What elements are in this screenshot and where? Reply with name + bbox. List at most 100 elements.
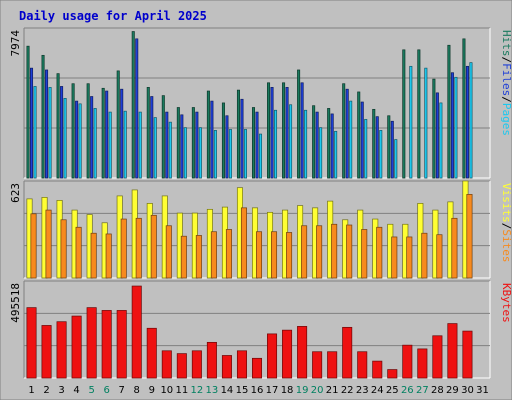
bar-sites-day-19 bbox=[301, 225, 308, 279]
bar-kbytes-day-25 bbox=[387, 369, 398, 379]
bar-pages-day-18 bbox=[289, 104, 293, 179]
x-tick-label-3: 3 bbox=[58, 385, 64, 396]
bar-sites-day-12 bbox=[195, 235, 202, 279]
bar-hits-day-12 bbox=[191, 107, 195, 179]
x-tick-label-8: 8 bbox=[134, 385, 140, 396]
panel-usage: 7974 Hits/Files/Pages bbox=[9, 27, 512, 179]
bar-pages-day-28 bbox=[439, 102, 443, 179]
bar-files-day-29 bbox=[450, 72, 454, 179]
x-tick-label-14: 14 bbox=[221, 385, 234, 396]
bar-files-day-25 bbox=[390, 120, 394, 179]
bar-kbytes-day-15 bbox=[236, 350, 247, 379]
bar-sites-day-16 bbox=[255, 231, 263, 279]
x-tick-label-31: 31 bbox=[476, 385, 489, 396]
bar-pages-day-6 bbox=[108, 111, 112, 179]
bar-pages-day-11 bbox=[183, 127, 187, 179]
bar-sites-day-10 bbox=[165, 225, 172, 279]
bar-pages-day-14 bbox=[228, 129, 232, 179]
bar-pages-day-30 bbox=[469, 62, 473, 179]
bar-files-day-2 bbox=[45, 69, 49, 179]
bar-kbytes-day-20 bbox=[312, 351, 323, 379]
bar-sites-day-1 bbox=[30, 213, 37, 279]
bar-hits-day-7 bbox=[116, 70, 120, 179]
bar-pages-day-26 bbox=[409, 65, 413, 179]
bar-hits-day-16 bbox=[251, 107, 256, 179]
bar-sites-day-30 bbox=[466, 194, 473, 279]
bar-files-day-15 bbox=[240, 98, 244, 179]
bar-hits-day-19 bbox=[297, 69, 301, 179]
bar-files-day-30 bbox=[465, 65, 469, 179]
bar-kbytes-day-12 bbox=[191, 350, 202, 379]
bar-files-day-5 bbox=[90, 96, 94, 179]
bar-sites-day-6 bbox=[105, 233, 112, 279]
bar-files-day-22 bbox=[345, 88, 349, 179]
legend: KBytes bbox=[500, 283, 512, 323]
bar-kbytes-day-2 bbox=[41, 325, 52, 379]
bar-files-day-14 bbox=[225, 115, 229, 179]
bar-kbytes-day-18 bbox=[282, 329, 293, 379]
bar-hits-day-25 bbox=[387, 115, 391, 179]
x-tick-label-18: 18 bbox=[281, 385, 294, 396]
x-tick-label-15: 15 bbox=[236, 385, 249, 396]
bar-files-day-21 bbox=[330, 113, 334, 179]
bar-hits-day-17 bbox=[267, 82, 271, 179]
bar-sites-day-18 bbox=[286, 232, 293, 279]
bar-pages-day-29 bbox=[454, 76, 458, 179]
x-tick-label-4: 4 bbox=[73, 385, 79, 396]
x-tick-label-20: 20 bbox=[311, 385, 324, 396]
bar-sites-day-13 bbox=[210, 231, 217, 279]
y-max-label: 495518 bbox=[9, 283, 22, 323]
bar-pages-day-1 bbox=[33, 86, 37, 179]
bar-hits-day-23 bbox=[357, 91, 361, 179]
bar-pages-day-2 bbox=[48, 87, 52, 179]
bar-sites-day-27 bbox=[421, 232, 428, 279]
bar-files-day-28 bbox=[435, 92, 439, 179]
bar-kbytes-day-21 bbox=[327, 351, 338, 379]
bar-pages-day-3 bbox=[63, 97, 67, 179]
bar-kbytes-day-27 bbox=[417, 348, 428, 379]
bar-kbytes-day-1 bbox=[26, 307, 37, 379]
bar-kbytes-day-16 bbox=[251, 357, 263, 379]
bar-files-day-13 bbox=[210, 100, 214, 179]
bar-kbytes-day-4 bbox=[71, 315, 82, 379]
bar-kbytes-day-24 bbox=[372, 360, 383, 379]
chart-title: Daily usage for April 2025 bbox=[19, 9, 207, 23]
bar-pages-day-16 bbox=[258, 133, 263, 179]
bar-files-day-3 bbox=[60, 86, 64, 179]
bar-hits-day-27 bbox=[417, 49, 421, 179]
bar-sites-day-25 bbox=[391, 236, 398, 279]
bar-hits-day-4 bbox=[71, 83, 75, 179]
x-axis: 1 2 3 4 5 6 7 8 9 10 11 12 13 14 15 16 17 18 19 20 21 22 23 24 2… bbox=[28, 385, 489, 396]
bar-kbytes-day-26 bbox=[402, 344, 413, 379]
bar-kbytes-day-30 bbox=[462, 330, 473, 379]
bar-pages-day-12 bbox=[198, 127, 202, 179]
bar-sites-day-9 bbox=[150, 214, 157, 279]
bar-sites-day-23 bbox=[361, 229, 368, 279]
bar-files-day-10 bbox=[165, 111, 169, 179]
bar-hits-day-21 bbox=[327, 108, 331, 179]
bar-files-day-7 bbox=[120, 88, 124, 179]
bar-hits-day-29 bbox=[447, 44, 451, 179]
x-tick-label-29: 29 bbox=[446, 385, 459, 396]
panel-kbytes: 495518 KBytes bbox=[9, 280, 512, 379]
bar-sites-day-7 bbox=[120, 218, 127, 279]
bar-pages-day-10 bbox=[168, 121, 172, 179]
bar-pages-day-25 bbox=[394, 139, 398, 179]
x-tick-label-17: 17 bbox=[266, 385, 279, 396]
bar-pages-day-7 bbox=[123, 110, 127, 179]
x-tick-label-6: 6 bbox=[103, 385, 109, 396]
bar-pages-day-9 bbox=[153, 117, 157, 179]
bar-sites-day-4 bbox=[75, 226, 82, 279]
x-tick-label-22: 22 bbox=[341, 385, 354, 396]
legend: Visits/Sites bbox=[500, 183, 512, 263]
bar-files-day-9 bbox=[150, 96, 154, 179]
x-tick-label-2: 2 bbox=[43, 385, 49, 396]
bar-pages-day-8 bbox=[138, 111, 142, 179]
x-tick-label-23: 23 bbox=[356, 385, 369, 396]
x-tick-label-19: 19 bbox=[296, 385, 309, 396]
bar-kbytes-day-5 bbox=[86, 307, 97, 379]
bar-hits-day-20 bbox=[312, 105, 316, 179]
bar-sites-day-11 bbox=[180, 235, 187, 279]
bar-kbytes-day-6 bbox=[101, 310, 112, 379]
